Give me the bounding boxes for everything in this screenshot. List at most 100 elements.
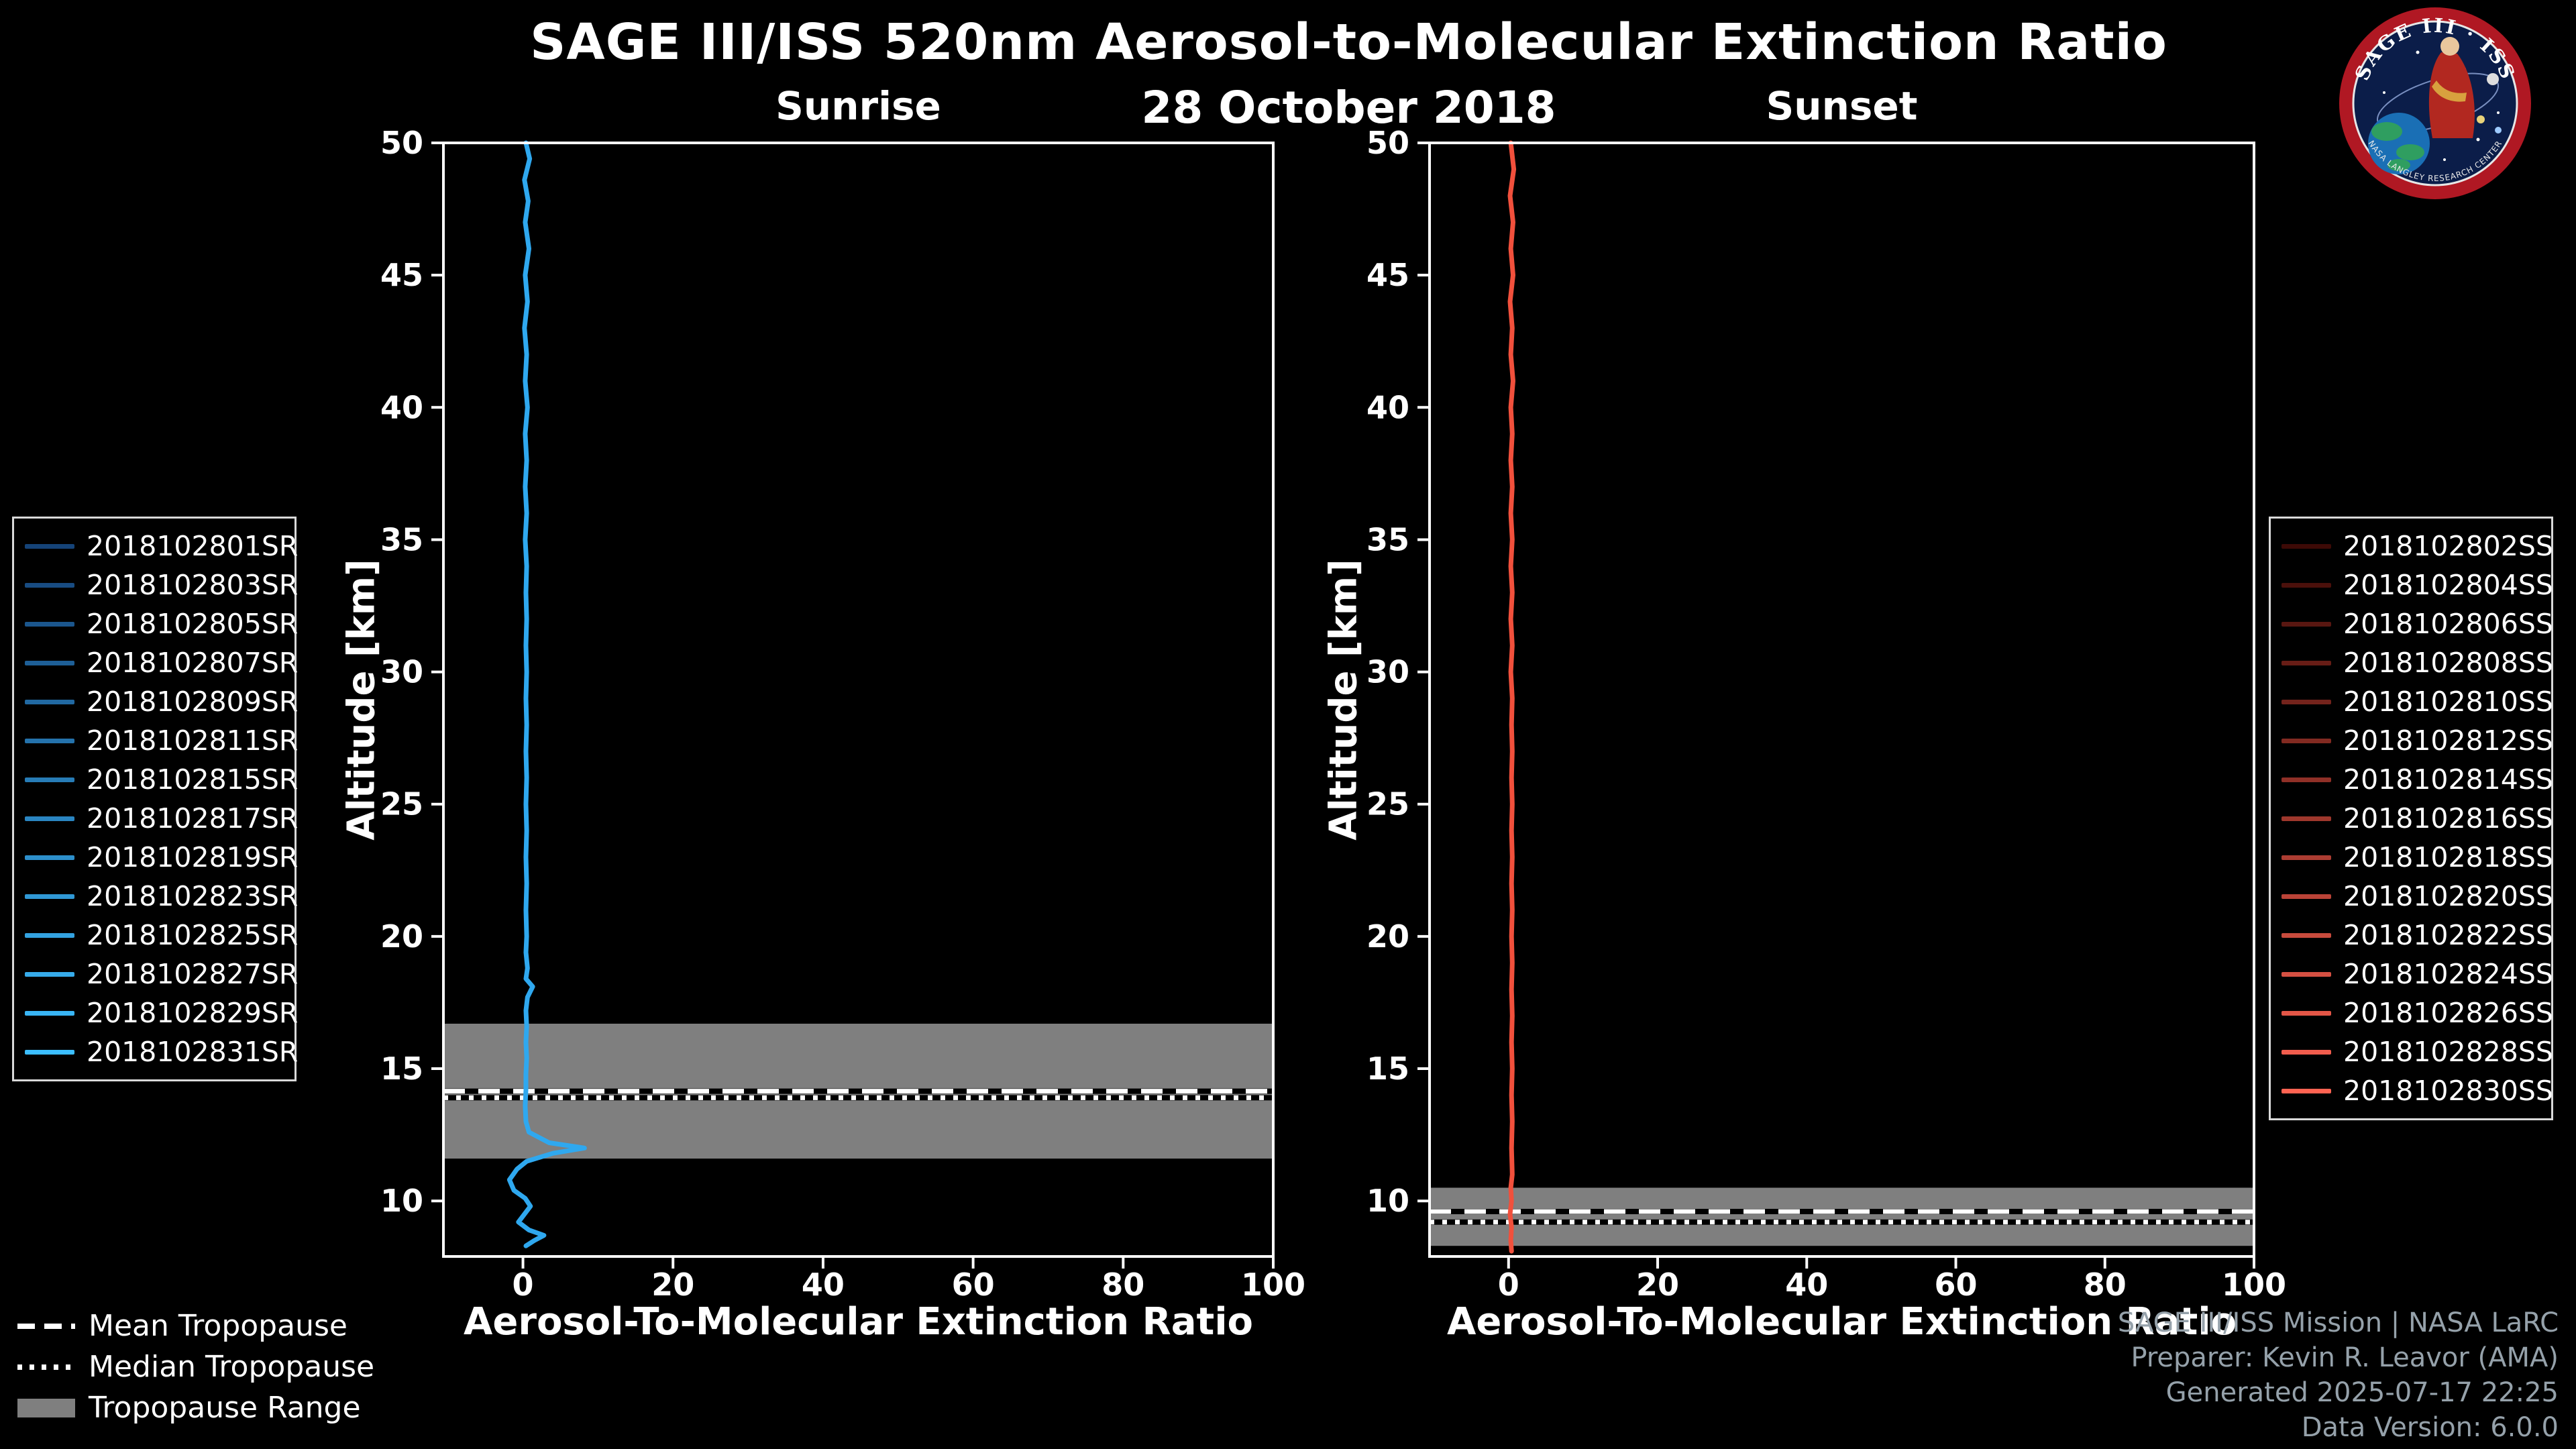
sage-iss-logo: SAGE III · ISS NASA LANGLEY RESEARCH CEN…: [2339, 7, 2531, 199]
y-tick-label: 15: [380, 1051, 423, 1087]
legend-line-swatch: [2282, 621, 2331, 627]
x-tick-label: 100: [1241, 1267, 1305, 1303]
legend-item: 2018102826SS: [2282, 994, 2553, 1032]
legend-item: 2018102816SS: [2282, 799, 2553, 838]
legend-item-median-tropopause: Median Tropopause: [17, 1346, 374, 1387]
legend-line-swatch: [2282, 660, 2331, 665]
credit-line-version: Data Version: 6.0.0: [2301, 1412, 2559, 1443]
x-tick-label: 80: [1102, 1267, 1144, 1303]
legend-label: 2018102806SS: [2343, 608, 2553, 640]
y-tick-label: 40: [1366, 389, 1409, 425]
legend-label: 2018102802SS: [2343, 530, 2553, 562]
legend-line-swatch: [25, 699, 74, 704]
credit-line-preparer: Preparer: Kevin R. Leavor (AMA): [2131, 1342, 2559, 1373]
legend-line-swatch: [25, 816, 74, 821]
legend-label: 2018102826SS: [2343, 997, 2553, 1029]
tropopause-legend: Mean Tropopause Median Tropopause Tropop…: [17, 1305, 374, 1428]
legend-label: 2018102810SS: [2343, 686, 2553, 718]
y-tick-label: 45: [380, 257, 423, 293]
legend-item: 2018102810SS: [2282, 682, 2553, 721]
legend-line-swatch: [2282, 894, 2331, 899]
y-tick-label: 25: [380, 786, 423, 822]
legend-line-swatch: [2282, 777, 2331, 782]
legend-line-swatch: [25, 543, 74, 549]
legend-label: 2018102829SR: [87, 997, 299, 1029]
legend-label: 2018102831SR: [87, 1036, 299, 1068]
legend-line-swatch: [25, 1010, 74, 1016]
legend-item: 2018102829SR: [25, 994, 298, 1032]
legend-item: 2018102806SS: [2282, 604, 2553, 643]
legend-item: 2018102818SS: [2282, 838, 2553, 877]
legend-item: 2018102817SR: [25, 799, 298, 838]
legend-line-swatch: [2282, 738, 2331, 743]
y-tick-label: 30: [380, 654, 423, 690]
x-axis-label-sunrise: Aerosol-To-Molecular Extinction Ratio: [464, 1300, 1253, 1344]
legend-label: Tropopause Range: [89, 1391, 361, 1425]
sunset-plot: 0 20 40 60 80 100 10 15 20 25 30 35 40 45 50: [1366, 125, 2286, 1303]
legend-label: Mean Tropopause: [89, 1309, 347, 1343]
legend-item: 2018102830SS: [2282, 1071, 2553, 1110]
legend-label: 2018102822SS: [2343, 919, 2553, 951]
credit-line-mission: SAGE III/ISS Mission | NASA LaRC: [2117, 1307, 2559, 1338]
y-tick-label: 35: [1366, 521, 1409, 557]
legend-line-swatch: [25, 894, 74, 899]
y-axis-label-sunset: Altitude [km]: [1322, 559, 1366, 841]
legend-item: 2018102831SR: [25, 1032, 298, 1071]
legend-item: 2018102812SS: [2282, 721, 2553, 760]
legend-item: 2018102822SS: [2282, 916, 2553, 955]
x-tick-label: 40: [1785, 1267, 1828, 1303]
legend-line-swatch: [2282, 1010, 2331, 1016]
y-tick-label: 15: [1366, 1051, 1409, 1087]
legend-label: 2018102827SR: [87, 958, 299, 990]
legend-line-swatch: [25, 855, 74, 860]
sunrise-profile-line: [506, 140, 587, 1248]
legend-item: 2018102820SS: [2282, 877, 2553, 916]
legend-line-swatch: [25, 621, 74, 627]
legend-line-swatch: [25, 777, 74, 782]
legend-label: 2018102804SS: [2343, 569, 2553, 601]
sunset-event-legend: 2018102802SS 2018102804SS 2018102806SS 2018…: [2269, 517, 2553, 1120]
figure-date-subtitle: 28 October 2018: [1141, 82, 1556, 133]
x-tick-label: 60: [1935, 1267, 1978, 1303]
figure-title: SAGE III/ISS 520nm Aerosol-to-Molecular …: [530, 13, 2167, 71]
legend-label: 2018102823SR: [87, 880, 299, 912]
legend-line-swatch: [2282, 1088, 2331, 1093]
legend-label: 2018102812SS: [2343, 724, 2553, 757]
x-tick-label: 20: [651, 1267, 694, 1303]
y-tick-label: 20: [1366, 918, 1409, 955]
legend-item-tropopause-range: Tropopause Range: [17, 1387, 374, 1428]
legend-item: 2018102804SS: [2282, 566, 2553, 604]
dotted-line-icon: [17, 1364, 75, 1370]
legend-item: 2018102811SR: [25, 721, 298, 760]
legend-label: 2018102820SS: [2343, 880, 2553, 912]
legend-label: 2018102805SR: [87, 608, 299, 640]
y-tick-label: 50: [1366, 125, 1409, 161]
legend-label: 2018102824SS: [2343, 958, 2553, 990]
x-tick-label: 80: [2084, 1267, 2127, 1303]
panel-title-sunrise: Sunrise: [775, 83, 941, 129]
tropopause-range-band: [1430, 1187, 2254, 1246]
sunrise-event-legend: 2018102801SR 2018102803SR 2018102805SR 2018…: [12, 517, 299, 1081]
legend-label: 2018102830SS: [2343, 1075, 2553, 1107]
y-tick-label: 35: [380, 521, 423, 557]
legend-item: 2018102802SS: [2282, 527, 2553, 566]
legend-item: 2018102803SR: [25, 566, 298, 604]
x-axis-label-sunset: Aerosol-To-Molecular Extinction Ratio: [1447, 1300, 2237, 1344]
legend-label: 2018102819SR: [87, 841, 299, 873]
y-tick-label: 10: [1366, 1183, 1409, 1219]
dashed-line-icon: [17, 1323, 75, 1329]
legend-item: 2018102828SS: [2282, 1032, 2553, 1071]
y-tick-label: 50: [380, 125, 423, 161]
x-tick-label: 20: [1636, 1267, 1679, 1303]
legend-item: 2018102827SR: [25, 955, 298, 994]
legend-line-swatch: [2282, 855, 2331, 860]
moon: [2487, 73, 2499, 85]
legend-label: 2018102828SS: [2343, 1036, 2553, 1068]
legend-label: 2018102816SS: [2343, 802, 2553, 835]
legend-label: 2018102815SR: [87, 763, 299, 796]
y-tick-label: 25: [1366, 786, 1409, 822]
x-tick-label: 0: [513, 1267, 534, 1303]
credit-line-generated: Generated 2025-07-17 22:25: [2165, 1377, 2559, 1408]
legend-line-swatch: [25, 1049, 74, 1055]
legend-item: 2018102807SR: [25, 643, 298, 682]
